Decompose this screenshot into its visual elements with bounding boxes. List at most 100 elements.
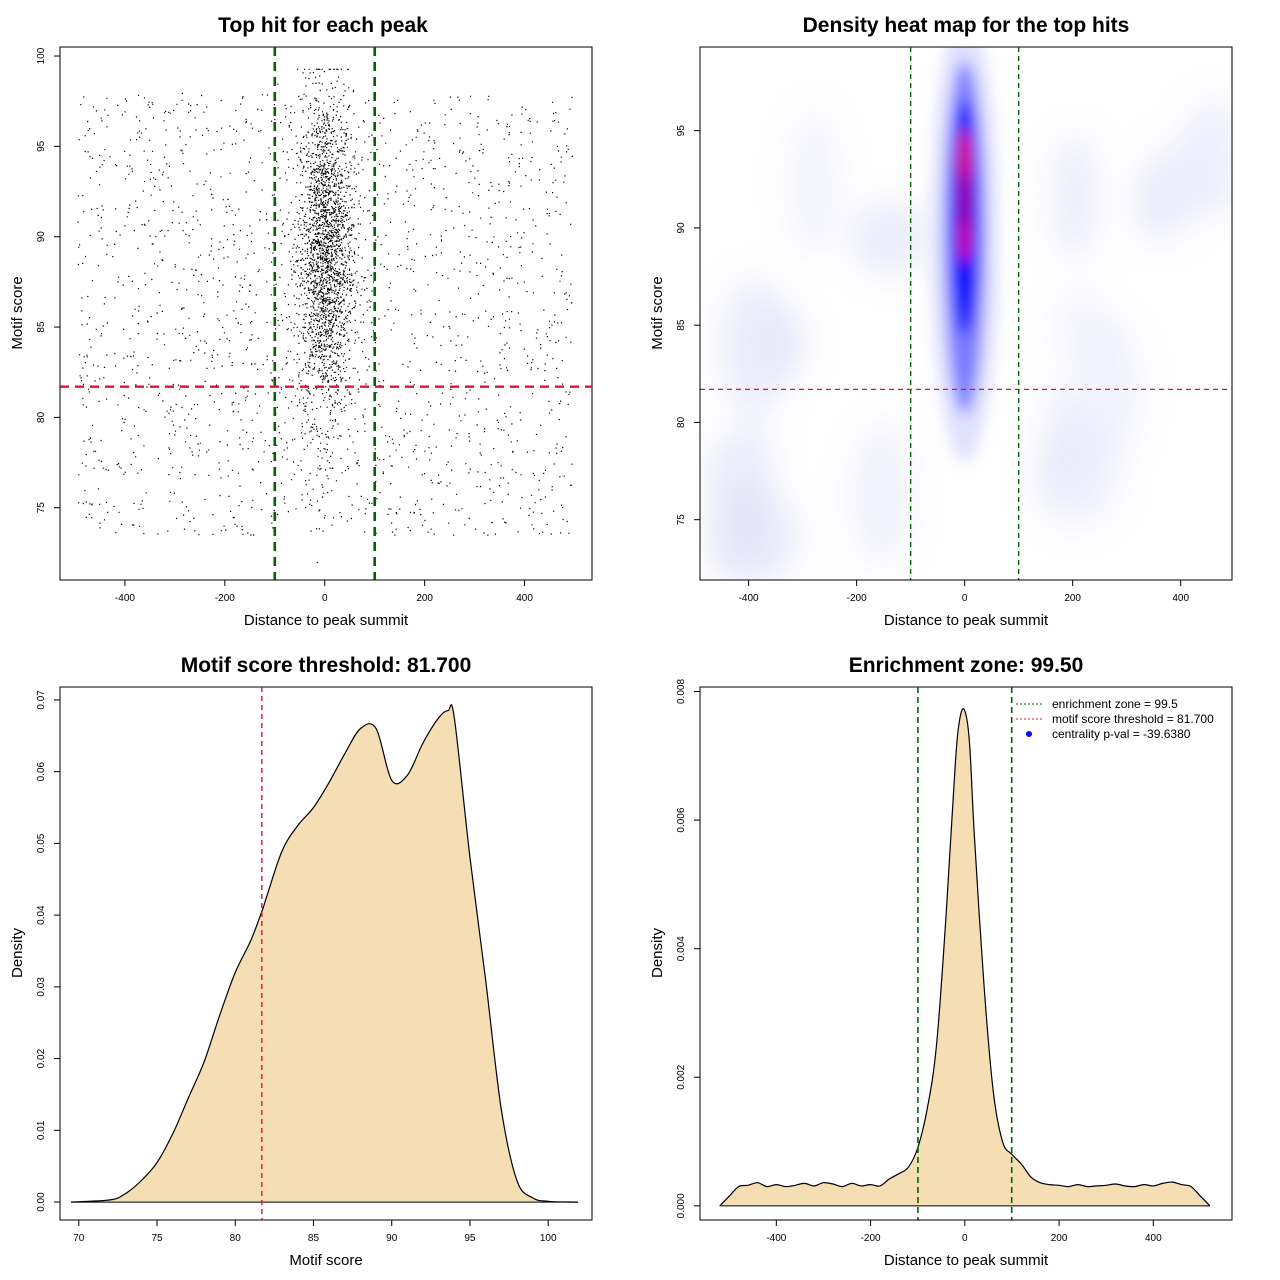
- y-tick-label: 75: [36, 502, 47, 514]
- x-tick-label: 70: [73, 1233, 85, 1244]
- x-tick-label: -200: [215, 593, 235, 604]
- x-tick-label: 400: [1172, 593, 1189, 604]
- heatmap-background-haze: [700, 98, 1232, 580]
- x-tick-label: 100: [540, 1233, 557, 1244]
- density-area: [71, 704, 578, 1203]
- scatter-title: Top hit for each peak: [218, 14, 428, 37]
- x-tick-label: 80: [230, 1233, 242, 1244]
- heatmap-reference-lines: [700, 47, 1232, 580]
- heatmap-haze-blob: [702, 478, 773, 580]
- heatmap-haze-blob: [850, 421, 913, 567]
- score-density-y-axis: 0.00 0.01 0.02 0.03 0.04 0.05 0.06 0.07: [36, 690, 61, 1212]
- x-tick-label: 400: [516, 593, 533, 604]
- heatmap-haze-blob: [1083, 318, 1141, 462]
- scatter-x-axis: -400 -200 0 200 400: [115, 579, 533, 604]
- scatter-reference-lines: [60, 47, 592, 580]
- x-tick-label: 95: [464, 1233, 476, 1244]
- heatmap-core-red-bottom: [960, 219, 969, 264]
- distance-density-title: Enrichment zone: 99.50: [849, 654, 1084, 677]
- heatmap-title: Density heat map for the top hits: [803, 14, 1130, 37]
- y-tick-label: 80: [36, 411, 47, 423]
- score-density-x-label: Motif score: [289, 1252, 362, 1269]
- x-tick-label: 0: [322, 593, 328, 604]
- scatter-point-cloud: [77, 68, 573, 564]
- x-tick-label: -400: [739, 593, 759, 604]
- score-density-x-axis: 70 75 80 85 90 95 100: [73, 1219, 557, 1244]
- legend: enrichment zone = 99.5 motif score thres…: [1016, 697, 1214, 741]
- density-line: [719, 708, 1211, 1207]
- y-tick-label: 75: [676, 514, 687, 526]
- y-tick-label: 85: [676, 319, 687, 331]
- distance-density-curve: [719, 708, 1211, 1207]
- y-tick-label: 90: [36, 231, 47, 243]
- heatmap-haze-blob: [788, 107, 840, 258]
- heatmap-core-red-top: [959, 127, 970, 180]
- x-tick-label: 400: [1145, 1233, 1162, 1244]
- heatmap-haze-blob: [752, 306, 808, 380]
- y-tick-label: 0.05: [36, 833, 47, 853]
- heatmap-haze-blob: [1179, 98, 1232, 218]
- heatmap-y-label: Motif score: [649, 276, 666, 349]
- scatter-plot-frame: [59, 46, 593, 581]
- heatmap-haze-blob: [1133, 167, 1179, 241]
- y-tick-label: 0.004: [676, 936, 687, 961]
- heatmap-hotspot: [930, 47, 999, 463]
- heatmap-x-axis: -400 -200 0 200 400: [739, 579, 1189, 604]
- y-tick-label: 95: [676, 125, 687, 137]
- heatmap-density: [700, 47, 1232, 580]
- y-tick-label: 0.008: [676, 679, 687, 704]
- distance-density-y-label: Density: [649, 927, 666, 978]
- distance-density-x-label: Distance to peak summit: [884, 1252, 1049, 1269]
- y-tick-label: 0.04: [36, 905, 47, 925]
- y-tick-label: 0.06: [36, 761, 47, 781]
- y-tick-label: 0.07: [36, 690, 47, 710]
- distance-density-panel: Enrichment zone: 99.50 -400 -200 0 200 400 0…: [649, 654, 1233, 1269]
- x-tick-label: 0: [962, 593, 968, 604]
- scatter-x-label: Distance to peak summit: [244, 612, 409, 629]
- score-density-y-label: Density: [9, 927, 26, 978]
- x-tick-label: 200: [1051, 1233, 1068, 1244]
- x-tick-label: 200: [416, 593, 433, 604]
- heatmap-x-label: Distance to peak summit: [884, 612, 1049, 629]
- heatmap-haze-blob: [1030, 430, 1120, 527]
- y-tick-label: 100: [36, 47, 47, 64]
- legend-swatch-centrality: [1026, 731, 1032, 737]
- heatmap-haze-blob: [849, 199, 930, 276]
- heatmap-haze-blob: [1051, 131, 1100, 262]
- y-tick-label: 0.00: [36, 1192, 47, 1212]
- scatter-points: [77, 68, 573, 564]
- x-tick-label: -200: [847, 593, 867, 604]
- y-tick-label: 90: [676, 222, 687, 234]
- score-density-curve: [70, 704, 578, 1203]
- distance-density-y-axis: 0.000 0.002 0.004 0.006 0.008: [676, 679, 701, 1218]
- density-area: [719, 708, 1210, 1206]
- y-tick-label: 85: [36, 321, 47, 333]
- y-tick-label: 95: [36, 140, 47, 152]
- x-tick-label: -200: [861, 1233, 881, 1244]
- legend-label-centrality: centrality p-val = -39.6380: [1052, 727, 1191, 741]
- y-tick-label: 0.002: [676, 1064, 687, 1089]
- y-tick-label: 0.000: [676, 1193, 687, 1218]
- scatter-y-axis: 75 80 85 90 95 100: [36, 47, 61, 514]
- x-tick-label: 75: [151, 1233, 163, 1244]
- density-line: [70, 704, 578, 1203]
- x-tick-label: 0: [962, 1233, 968, 1244]
- x-tick-label: 90: [386, 1233, 398, 1244]
- y-tick-label: 80: [676, 416, 687, 428]
- x-tick-label: -400: [115, 593, 135, 604]
- y-tick-label: 0.006: [676, 807, 687, 832]
- legend-label-motif-threshold: motif score threshold = 81.700: [1052, 712, 1214, 726]
- heatmap-y-axis: 75 80 85 90 95: [676, 125, 701, 526]
- scatter-y-label: Motif score: [9, 276, 26, 349]
- heatmap-panel: Density heat map for the top hits -400 -2…: [649, 14, 1233, 629]
- x-tick-label: 85: [308, 1233, 320, 1244]
- distance-density-reference-lines: [917, 687, 1013, 1220]
- x-tick-label: 200: [1064, 593, 1081, 604]
- legend-label-enrichment-zone: enrichment zone = 99.5: [1052, 697, 1178, 711]
- x-tick-label: -400: [766, 1233, 786, 1244]
- distance-density-x-axis: -400 -200 0 200 400: [766, 1219, 1162, 1244]
- y-tick-label: 0.02: [36, 1048, 47, 1068]
- y-tick-label: 0.01: [36, 1120, 47, 1140]
- score-density-panel: Motif score threshold: 81.700 70 75 80 85 90…: [9, 654, 593, 1269]
